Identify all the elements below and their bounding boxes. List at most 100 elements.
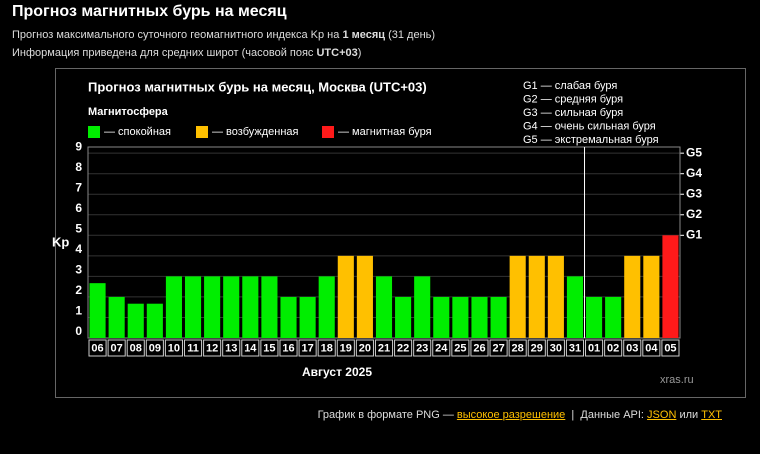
y2-tick-label: G2 — [686, 207, 702, 221]
x-tick-label: 15 — [263, 342, 275, 354]
x-tick-box — [642, 339, 661, 357]
y-tick-label: 9 — [75, 139, 82, 153]
x-tick-box — [279, 339, 298, 357]
bar — [662, 235, 679, 338]
x-tick-label: 18 — [321, 342, 333, 354]
x-tick-label: 29 — [531, 342, 543, 354]
x-tick-box — [203, 339, 222, 357]
bar — [242, 276, 259, 338]
scale-note: G3 — сильная буря — [523, 107, 623, 119]
bar — [414, 276, 431, 338]
x-tick-label: 28 — [512, 342, 524, 354]
y-tick-label: 8 — [75, 160, 82, 174]
y-tick-label: 3 — [75, 263, 82, 277]
y-tick-label: 6 — [75, 201, 82, 215]
info-line: Прогноз максимального суточного геомагни… — [12, 29, 435, 41]
x-tick-box — [145, 339, 164, 357]
x-tick-label: 01 — [588, 342, 600, 354]
x-tick-label: 08 — [130, 342, 142, 354]
x-tick-box — [623, 339, 642, 357]
bar — [280, 296, 297, 338]
x-tick-box — [604, 339, 623, 357]
link[interactable]: JSON — [647, 409, 677, 421]
x-tick-label: 19 — [340, 342, 352, 354]
x-tick-box — [241, 339, 260, 357]
page-title: Прогноз магнитных бурь на месяц — [12, 3, 287, 20]
x-tick-box — [355, 339, 374, 357]
x-tick-label: 14 — [244, 342, 257, 354]
x-tick-label: 09 — [149, 342, 161, 354]
text: UTC+03 — [316, 47, 358, 59]
legend-title: Магнитосфера — [88, 106, 169, 118]
bar — [528, 255, 545, 338]
x-tick-label: 06 — [91, 342, 103, 354]
x-tick-box — [585, 339, 604, 357]
link[interactable]: высокое разрешение — [456, 409, 566, 421]
y-tick-label: 7 — [75, 180, 82, 194]
x-tick-label: 13 — [225, 342, 237, 354]
x-tick-box — [470, 339, 489, 357]
y-tick-label: 4 — [75, 242, 82, 256]
x-tick-label: 25 — [454, 342, 466, 354]
bar — [586, 296, 603, 338]
y-tick-label: 0 — [75, 324, 82, 338]
x-tick-label: 30 — [550, 342, 562, 354]
bar — [356, 255, 373, 338]
x-tick-label: 23 — [416, 342, 428, 354]
legend-swatch — [196, 126, 208, 138]
x-tick-box — [260, 339, 279, 357]
y2-tick-label: G4 — [686, 166, 702, 180]
y-tick-label: 1 — [75, 304, 82, 318]
x-tick-label: 07 — [111, 342, 123, 354]
text: или — [676, 409, 702, 421]
x-tick-box — [413, 339, 432, 357]
bar — [337, 255, 354, 338]
x-tick-box — [527, 339, 546, 357]
x-tick-box — [661, 339, 680, 357]
bar — [643, 255, 660, 338]
x-tick-box — [107, 339, 126, 357]
bar — [165, 276, 182, 338]
bar — [223, 276, 240, 338]
x-tick-label: 04 — [645, 342, 658, 354]
y2-tick-label: G1 — [686, 227, 702, 241]
x-tick-box — [183, 339, 203, 357]
bar — [605, 296, 622, 338]
info-line: Информация приведена для средних широт (… — [12, 47, 361, 59]
chart-title: Прогноз магнитных бурь на месяц, Москва … — [88, 79, 427, 94]
y-tick-label: 2 — [75, 283, 82, 297]
bar — [299, 296, 316, 338]
legend-label: — спокойная — [104, 126, 171, 138]
x-tick-label: 17 — [301, 342, 313, 354]
x-tick-box — [508, 339, 527, 357]
bar — [108, 296, 125, 338]
x-tick-box — [546, 339, 565, 357]
footer: График в формате PNG — высокое разрешени… — [318, 409, 722, 421]
text: Информация приведена для средних широт (… — [12, 47, 317, 59]
bar — [509, 255, 526, 338]
y2-tick-label: G3 — [686, 186, 702, 200]
bar — [89, 283, 106, 338]
scale-note: G2 — средняя буря — [523, 93, 623, 105]
x-tick-box — [298, 339, 317, 357]
link[interactable]: TXT — [701, 409, 722, 421]
x-tick-label: 16 — [282, 342, 294, 354]
x-axis-label: Август 2025 — [302, 365, 372, 379]
x-tick-box — [126, 339, 145, 357]
x-tick-label: 02 — [607, 342, 619, 354]
legend-swatch — [322, 126, 334, 138]
bar — [624, 255, 641, 338]
y-tick-label: 5 — [75, 221, 82, 235]
x-tick-box — [317, 339, 336, 357]
x-tick-label: 11 — [187, 342, 199, 354]
legend-swatch — [88, 126, 100, 138]
x-tick-label: 20 — [359, 342, 371, 354]
x-tick-box — [432, 339, 451, 357]
x-tick-box — [374, 339, 394, 357]
x-tick-label: 24 — [435, 342, 448, 354]
x-tick-label: 31 — [569, 342, 581, 354]
x-tick-label: 21 — [378, 342, 390, 354]
text: График в формате PNG — — [317, 409, 457, 421]
